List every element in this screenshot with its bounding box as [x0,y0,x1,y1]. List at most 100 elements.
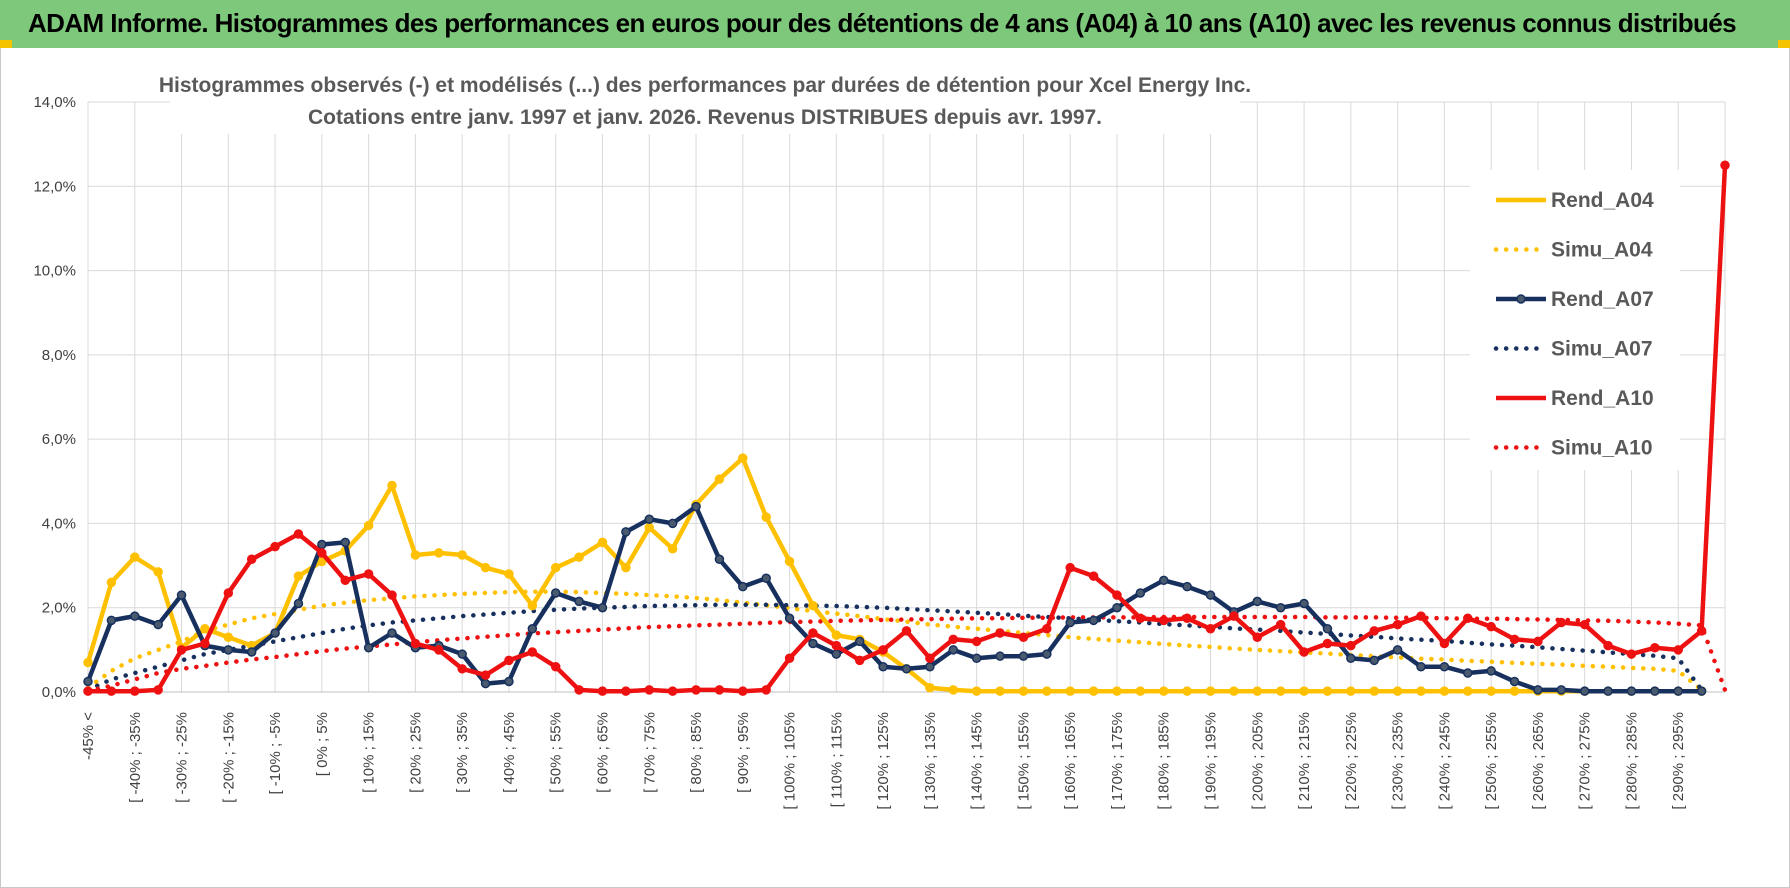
series-rend-a10-point [1603,640,1613,651]
series-rend-a07-point [1650,686,1660,696]
series-rend-a10-point [317,548,327,558]
series-rend-a10-point [1042,624,1052,634]
series-rend-a10-point [1346,640,1356,651]
series-rend-a07-point [1486,666,1496,676]
x-tick-label: [ 160% ; 165% [1062,712,1079,810]
series-rend-a07-point [995,651,1005,661]
x-tick-label: [ 270% ; 275% [1577,712,1594,810]
series-rend-a10-point [1392,619,1403,630]
series-rend-a04-point [223,632,234,642]
series-rend-a04-point [761,512,771,522]
y-axis-labels: 0,0% 2,0% 4,0% 6,0% 8,0% 10,0% 12,0% 14,0% [33,94,76,701]
series-rend-a04-point [153,567,163,577]
series-rend-a07-point [504,676,514,687]
x-tick-label: [ 220% ; 225% [1343,712,1360,810]
x-tick-label: [ 240% ; 245% [1436,712,1453,810]
series-rend-a10-point [130,686,140,696]
legend-rend-a07-label: Rend_A07 [1551,288,1654,311]
series-rend-a07-point [246,647,257,657]
series-rend-a04-point [480,562,491,573]
series-rend-a07-point [1509,676,1520,687]
x-tick-label: [ 260% ; 265% [1530,712,1547,810]
series-rend-a04-point [1463,686,1473,696]
series-rend-a04-point [457,550,467,560]
series-rend-a10-point [223,588,234,598]
series-rend-a04-point [995,686,1005,696]
series-rend-a10-point [1673,645,1683,655]
series-rend-a07-point [1252,596,1263,607]
series-rend-a10-point [1579,619,1590,630]
series-rend-a04-point [550,562,561,573]
y-tick-label: 8,0% [42,347,76,364]
series-rend-a04-point [1158,686,1169,696]
series-rend-a07-point [317,539,327,550]
series-rend-a10-point [1696,626,1707,636]
y-tick-label: 0,0% [42,684,76,701]
x-tick-label: [ 0% ; 5% [314,712,331,776]
title-background [170,66,1240,134]
series-rend-a10-point [106,686,117,696]
series-rend-a07-point [925,661,935,672]
x-axis-labels: -45% < [ -40% ; -35% [ -30% ; -25% [ -20% ;… [80,712,1687,810]
series-rend-a07-point [1299,598,1309,609]
x-tick-label: [ 90% ; 95% [735,712,752,793]
y-tick-label: 2,0% [42,600,76,617]
series-rend-a07-point [1088,615,1099,626]
title-banner: ADAM Informe. Histogrammes des performan… [0,0,1790,48]
series-rend-a10-point [1463,613,1473,623]
x-tick-label: [ -20% ; -15% [220,712,237,803]
x-tick-label: [ 100% ; 105% [782,712,799,810]
series-rend-a10-point [808,628,818,638]
series-rend-a07-point [738,581,748,592]
series-layer [83,160,1730,696]
x-tick-label: [ 280% ; 285% [1623,712,1640,810]
series-rend-a10-point [1088,571,1099,581]
series-rend-a10-point [1556,617,1567,628]
series-rend-a10-point [831,640,842,651]
series-rend-a04-point [363,520,374,531]
series-rend-a07-point [691,501,701,512]
x-tick-label: [ 190% ; 195% [1203,712,1220,810]
series-rend-a10-point [691,685,701,695]
x-tick-label: [ 230% ; 235% [1390,712,1407,810]
series-rend-a07-point [363,643,374,653]
series-simu-a07-line [85,602,1704,693]
series-rend-a07-point [1392,645,1403,655]
series-rend-a10-point [1720,160,1730,170]
series-rend-a07-point [1556,685,1567,695]
series-rend-a10-point [387,590,397,600]
series-rend-a10-point [854,655,865,666]
x-tick-label: [ 110% ; 115% [828,712,845,807]
x-tick-label: [ 290% ; 295% [1670,712,1687,810]
series-rend-a10-point [574,685,584,695]
series-rend-a10-point [457,664,467,674]
series-rend-a04-point [1346,686,1356,696]
series-rend-a04-point [784,556,795,567]
series-simu-a04-line [85,589,1704,693]
series-rend-a07-point [1579,686,1590,696]
series-rend-a10-point [1650,643,1660,653]
x-tick-label: [ 200% ; 205% [1249,712,1266,810]
y-tick-label: 4,0% [42,515,76,532]
series-rend-a10-point [363,569,374,579]
series-rend-a04-point [1509,686,1520,696]
series-rend-a04-point [1392,686,1403,696]
legend-rend-a04-label: Rend_A04 [1551,189,1654,212]
series-rend-a07-point [1275,602,1286,613]
series-rend-a10-point [83,686,93,696]
series-rend-a07-line [85,504,1702,694]
series-rend-a07-point [1346,653,1356,664]
y-tick-label: 6,0% [42,431,76,448]
series-rend-a10-point [1112,590,1122,600]
x-tick-label: [ 120% ; 125% [875,712,892,810]
series-rend-a10-point [714,685,725,695]
series-rend-a10-point [948,634,959,645]
series-rend-a07-point [1416,661,1426,672]
series-rend-a04-point [621,562,631,573]
series-rend-a10-point [340,575,350,586]
series-rend-a04-point [130,552,140,562]
series-rend-a04-point [1065,686,1075,696]
banner-title: ADAM Informe. Histogrammes des performan… [28,8,1737,38]
series-rend-a04-point [1088,686,1099,696]
series-rend-a04-point [1112,686,1122,696]
